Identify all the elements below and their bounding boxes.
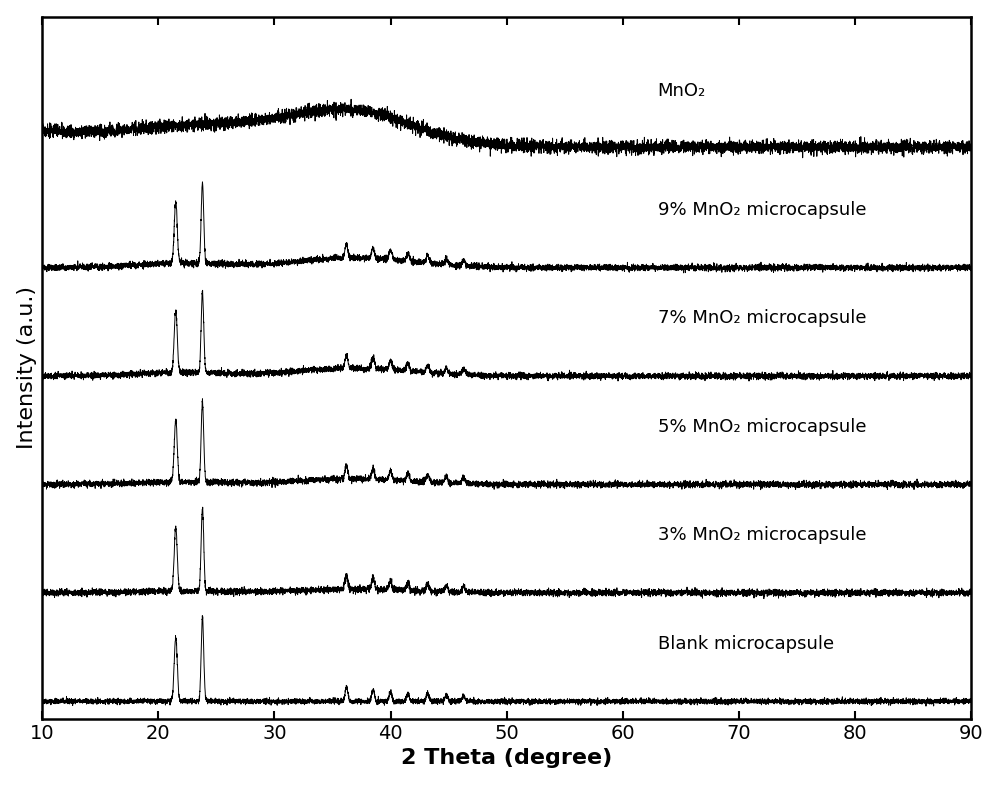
- Text: 7% MnO₂ microcapsule: 7% MnO₂ microcapsule: [658, 309, 866, 327]
- X-axis label: 2 Theta (degree): 2 Theta (degree): [401, 748, 612, 769]
- Text: 5% MnO₂ microcapsule: 5% MnO₂ microcapsule: [658, 418, 866, 436]
- Text: MnO₂: MnO₂: [658, 82, 706, 100]
- Text: 9% MnO₂ microcapsule: 9% MnO₂ microcapsule: [658, 201, 866, 219]
- Text: 3% MnO₂ microcapsule: 3% MnO₂ microcapsule: [658, 526, 866, 544]
- Text: Blank microcapsule: Blank microcapsule: [658, 634, 834, 652]
- Y-axis label: Intensity (a.u.): Intensity (a.u.): [17, 287, 37, 449]
